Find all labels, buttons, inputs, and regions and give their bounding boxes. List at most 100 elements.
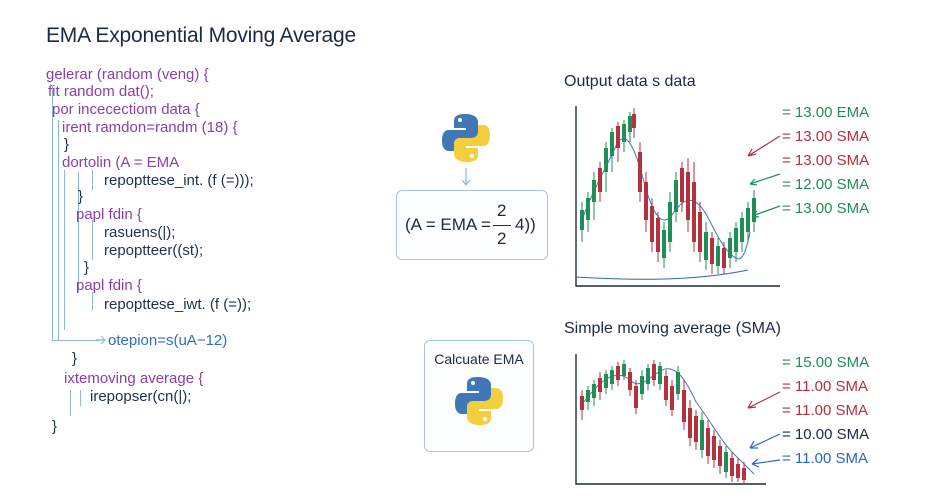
python-logo-icon	[455, 377, 503, 425]
formula-denominator: 2	[497, 229, 507, 248]
bottom-chart-candle-body	[646, 368, 650, 384]
top-chart-legend-entry: = 13.00 SMA	[782, 152, 870, 169]
bottom-chart-candle-body	[652, 364, 656, 380]
top-chart-candles	[580, 108, 756, 274]
top-chart-candle-body	[644, 182, 648, 220]
top-chart-candle-body	[656, 218, 660, 252]
code-line: irepopser(cn(|);	[90, 388, 192, 405]
code-line: }	[52, 418, 58, 435]
formula-box: (A = EMA = 2 2 4))	[396, 190, 548, 260]
top-chart-candle-body	[668, 202, 672, 242]
code-line: por incecectiom data {	[52, 101, 200, 118]
code-line: papl fdin {	[76, 277, 142, 294]
code-line: repopttese_iwt. (f (=));	[104, 296, 252, 313]
fraction-line	[493, 225, 511, 226]
code-guide-2	[58, 120, 59, 340]
calculate-ema-label: Calcuate EMA	[434, 351, 524, 367]
bottom-chart-candles	[580, 360, 746, 484]
bottom-chart-candle-body	[742, 468, 746, 480]
code-guide-5	[92, 170, 93, 190]
bottom-chart-candle-body	[712, 436, 716, 460]
bottom-chart	[575, 354, 766, 485]
top-chart-candle-body	[586, 198, 590, 220]
bottom-chart-candle-body	[640, 376, 644, 394]
code-guide-4	[78, 172, 79, 292]
code-guide-10	[80, 390, 81, 406]
top-chart	[575, 106, 780, 287]
top-chart-candle-body	[716, 246, 720, 266]
bottom-chart-candle-body	[676, 372, 680, 394]
top-chart-legend-entry: = 13.00 EMA	[782, 104, 870, 121]
bottom-chart-legend-entry: = 11.00 SMA	[782, 450, 869, 467]
top-chart-candle-body	[722, 248, 726, 268]
bottom-chart-candle-body	[592, 384, 596, 398]
bottom-chart-candle-body	[598, 378, 602, 392]
top-chart-candle-body	[628, 116, 632, 132]
code-line: irent ramdon=randm (18) {	[62, 119, 238, 136]
bottom-chart-legend-entry: = 11.00 SMA	[782, 402, 869, 419]
bottom-chart-candle-body	[694, 416, 698, 442]
top-chart-candle-body	[598, 168, 602, 192]
page-title: EMA Exponential Moving Average	[46, 24, 356, 47]
top-chart-candle-body	[686, 172, 690, 220]
top-chart-candle-body	[704, 232, 708, 260]
top-chart-candle-body	[698, 212, 702, 252]
code-line: rasuens(|);	[104, 224, 176, 241]
code-arrow-icon	[96, 335, 106, 345]
top-chart-candle-body	[622, 124, 626, 142]
top-chart-legend-entry: = 13.00 SMA	[782, 128, 870, 145]
top-chart-candle-body	[638, 152, 642, 192]
top-chart-candle-body	[740, 218, 744, 242]
top-chart-candle-body	[592, 180, 596, 202]
python-logo-icon	[442, 114, 490, 162]
top-chart-candle-body	[728, 238, 732, 258]
flow-arrow-icon	[461, 168, 471, 186]
top-chart-candle-body	[616, 126, 620, 148]
formula-numerator: 2	[497, 201, 507, 220]
code-guide-1	[52, 86, 53, 340]
code-line: }	[78, 188, 84, 205]
bottom-chart-candle-body	[700, 420, 704, 450]
bottom-chart-candle-body	[730, 458, 734, 476]
code-line: otepion=s(uA−12)	[108, 332, 228, 349]
top-chart-candle-body	[610, 132, 614, 156]
bottom-chart-candle-body	[604, 374, 608, 388]
calculate-ema-box: Calcuate EMA	[424, 340, 534, 452]
bottom-chart-candle-body	[634, 386, 638, 408]
top-chart-legend-entry: = 13.00 SMA	[782, 200, 870, 217]
top-chart-candle-body	[734, 228, 738, 252]
code-guide-6	[92, 220, 93, 260]
code-line: papl fdin {	[76, 206, 142, 223]
top-chart-candle-body	[604, 148, 608, 172]
bottom-chart-title: Simple moving average (SMA)	[564, 320, 781, 337]
bottom-chart-legend-entry: = 10.00 SMA	[782, 426, 870, 443]
bottom-chart-candle-body	[718, 446, 722, 466]
bottom-chart-candle-body	[622, 364, 626, 376]
bottom-chart-candle-body	[580, 396, 584, 410]
top-chart-candle-body	[674, 180, 678, 212]
formula-suffix: 4))	[515, 215, 536, 234]
top-chart-candle-body	[580, 210, 584, 230]
code-line: repoptteer((st);	[104, 242, 204, 259]
bottom-chart-legend-entry: = 15.00 SMA	[782, 354, 870, 371]
code-guide-9	[70, 390, 71, 416]
bottom-chart-candle-body	[658, 366, 662, 384]
code-guide-8	[52, 340, 100, 341]
code-line: ixtemoving average {	[64, 370, 204, 387]
top-chart-candle-body	[752, 198, 756, 222]
top-chart-candle-body	[710, 238, 714, 264]
bottom-legend-arrows	[747, 391, 781, 468]
top-chart-candle-body	[662, 230, 666, 258]
code-line: gelerar (random (veng) {	[46, 66, 209, 83]
code-line: }	[64, 136, 70, 153]
top-chart-candle-body	[680, 168, 684, 202]
bottom-chart-candle-body	[610, 370, 614, 384]
code-line: fit random dat();	[48, 83, 154, 100]
top-legend-arrows	[747, 135, 781, 218]
bottom-chart-candle-body	[586, 390, 590, 402]
bottom-chart-candle-body	[670, 386, 674, 410]
code-line: }	[72, 350, 78, 367]
top-chart-candle-body	[746, 208, 750, 232]
top-chart-legend-entry: = 12.00 SMA	[782, 176, 870, 193]
code-line: }	[84, 259, 90, 276]
